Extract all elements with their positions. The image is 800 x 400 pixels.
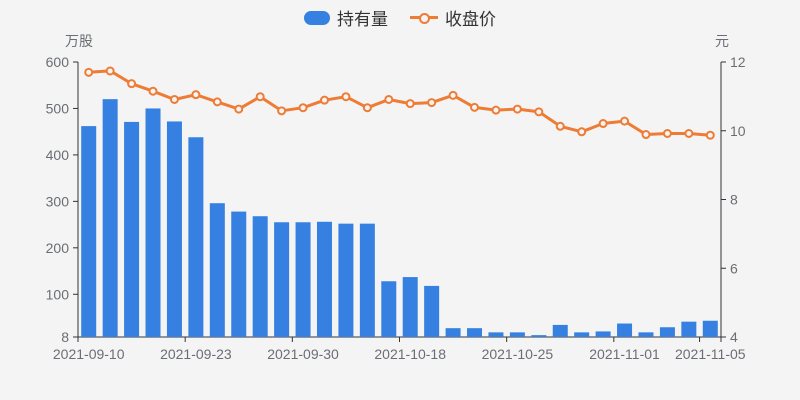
left-axis-tick-label: 100 — [46, 286, 70, 302]
holdings-bar[interactable] — [102, 99, 118, 337]
holdings-bar[interactable] — [445, 328, 461, 337]
holdings-bar[interactable] — [316, 221, 332, 337]
right-axis-tick-label: 10 — [730, 123, 746, 139]
close-price-point[interactable] — [127, 79, 137, 89]
right-axis-tick-label: 8 — [730, 192, 738, 208]
holdings-bar[interactable] — [381, 281, 397, 337]
close-price-point[interactable] — [534, 107, 544, 117]
left-axis-tick-label: 500 — [46, 100, 70, 116]
x-axis-date-label: 2021-09-10 — [53, 346, 125, 362]
line-series-swatch-icon — [410, 11, 438, 25]
holdings-bar[interactable] — [488, 332, 504, 337]
x-axis-date-label: 2021-11-05 — [675, 346, 746, 362]
close-price-point[interactable] — [470, 102, 480, 112]
left-axis-tick-label: 400 — [46, 147, 70, 163]
close-price-point[interactable] — [362, 103, 372, 113]
close-price-point[interactable] — [641, 130, 651, 140]
holdings-bar[interactable] — [231, 211, 247, 337]
close-price-point[interactable] — [384, 94, 394, 104]
holdings-bar[interactable] — [145, 108, 161, 338]
holdings-bar[interactable] — [595, 331, 611, 337]
holdings-bar[interactable] — [274, 222, 290, 337]
holdings-bar[interactable] — [467, 328, 483, 337]
close-price-point[interactable] — [405, 99, 415, 109]
x-axis-date-label: 2021-09-23 — [160, 346, 232, 362]
close-price-point[interactable] — [212, 97, 222, 107]
close-price-point[interactable] — [277, 106, 287, 116]
left-axis-unit-label: 万股 — [65, 33, 93, 49]
legend-label: 持有量 — [337, 10, 388, 29]
left-axis-tick-label: 200 — [46, 240, 70, 256]
x-axis-date-label: 2021-09-30 — [267, 346, 339, 362]
holdings-bar[interactable] — [124, 121, 140, 338]
close-price-point[interactable] — [620, 116, 630, 126]
close-price-point[interactable] — [705, 130, 715, 140]
left-axis-tick-label: 300 — [46, 193, 70, 209]
holdings-bar[interactable] — [702, 320, 718, 337]
holdings-bar[interactable] — [338, 223, 354, 337]
close-price-point[interactable] — [427, 98, 437, 108]
holdings-bar[interactable] — [359, 223, 375, 337]
holdings-bar[interactable] — [424, 285, 440, 337]
x-axis-date-label: 2021-11-01 — [589, 346, 660, 362]
holdings-bar[interactable] — [638, 332, 654, 337]
right-axis-tick-label: 4 — [730, 329, 738, 345]
close-price-point[interactable] — [255, 92, 265, 102]
close-price-point[interactable] — [298, 103, 308, 113]
close-price-point[interactable] — [555, 121, 565, 131]
close-price-point[interactable] — [84, 67, 94, 77]
holdings-bar[interactable] — [166, 121, 182, 337]
close-price-point[interactable] — [341, 92, 351, 102]
close-price-point[interactable] — [191, 90, 201, 100]
right-axis-unit-label: 元 — [715, 33, 729, 49]
holdings-bar[interactable] — [188, 137, 204, 337]
x-axis-date-label: 2021-10-25 — [482, 346, 554, 362]
left-axis-tick-label: 8 — [61, 329, 69, 345]
right-axis-tick-label: 6 — [730, 260, 738, 276]
legend-item-close-price[interactable]: 收盘价 — [410, 5, 496, 30]
left-axis-tick-label: 600 — [46, 54, 70, 70]
holdings-bar[interactable] — [402, 277, 418, 337]
close-price-point[interactable] — [448, 90, 458, 100]
holdings-bar[interactable] — [509, 332, 525, 337]
close-price-point[interactable] — [105, 66, 115, 76]
legend-label: 收盘价 — [445, 10, 496, 29]
close-price-point[interactable] — [169, 94, 179, 104]
bar-series-swatch-icon — [304, 10, 330, 25]
close-price-point[interactable] — [148, 86, 158, 96]
legend: 持有量 收盘价 — [0, 5, 800, 30]
holdings-bar[interactable] — [617, 323, 633, 337]
close-price-point[interactable] — [577, 127, 587, 137]
close-price-point[interactable] — [319, 95, 329, 105]
holdings-bar[interactable] — [681, 321, 697, 337]
close-price-point[interactable] — [512, 104, 522, 114]
holdings-bar[interactable] — [659, 327, 675, 337]
x-axis-date-label: 2021-10-18 — [374, 346, 446, 362]
holdings-bar[interactable] — [81, 126, 97, 337]
right-axis-tick-label: 12 — [730, 54, 746, 70]
legend-item-holdings[interactable]: 持有量 — [304, 5, 388, 30]
holdings-bar[interactable] — [552, 324, 568, 337]
close-price-point[interactable] — [684, 129, 694, 138]
holdings-bar[interactable] — [531, 335, 547, 337]
close-price-point[interactable] — [491, 105, 501, 115]
holdings-bar[interactable] — [574, 332, 590, 337]
holdings-bar[interactable] — [252, 216, 268, 337]
close-price-point[interactable] — [598, 119, 608, 129]
holdings-bar[interactable] — [209, 203, 225, 337]
close-price-point[interactable] — [234, 104, 244, 114]
close-price-point[interactable] — [662, 129, 672, 138]
holdings-bar[interactable] — [295, 222, 311, 337]
